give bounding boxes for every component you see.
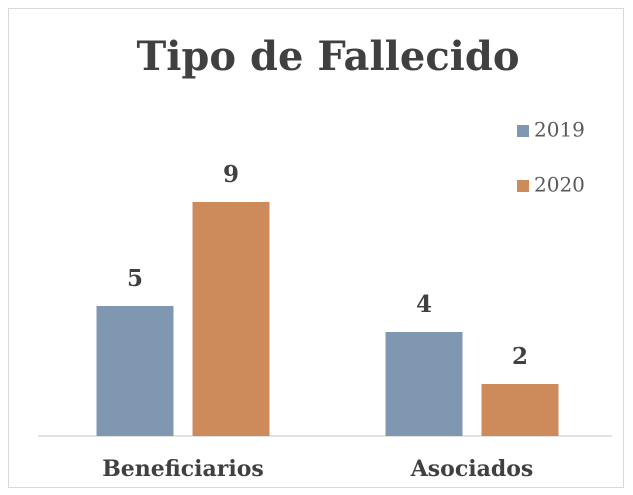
legend-label: 2019 — [534, 118, 585, 142]
value-label: 9 — [223, 161, 239, 188]
bar — [481, 384, 559, 436]
x-tick-label: Asociados — [410, 456, 534, 482]
legend-swatch — [517, 125, 529, 137]
value-label: 4 — [416, 291, 432, 318]
value-label: 5 — [127, 265, 143, 292]
bar — [96, 306, 174, 436]
chart-title: Tipo de Fallecido — [136, 33, 519, 80]
legend-swatch — [517, 180, 529, 192]
legend-label: 2020 — [534, 173, 585, 197]
bar — [192, 202, 270, 436]
x-tick-label: Beneficiarios — [102, 456, 264, 482]
value-label: 2 — [512, 343, 528, 370]
bar — [385, 332, 463, 436]
